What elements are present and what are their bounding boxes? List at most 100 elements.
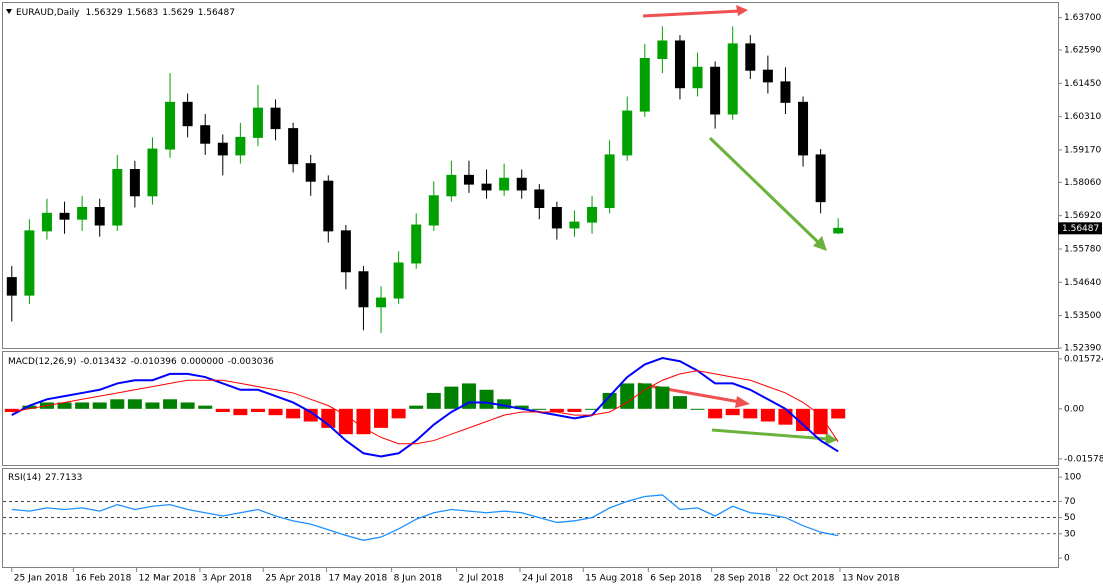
y-tick-label: 0.015724 xyxy=(1064,354,1103,364)
x-tick-label: 8 Jun 2018 xyxy=(394,574,443,584)
histogram-bar xyxy=(620,383,635,409)
header-high: 1.5683 xyxy=(127,8,159,18)
candle-body xyxy=(710,66,721,115)
rsi-header: RSI(14) 27.7133 xyxy=(8,473,82,483)
candle-body xyxy=(727,43,738,115)
macd-main: -0.013432 xyxy=(80,357,126,367)
candle-body xyxy=(587,206,598,223)
y-tick-label: 1.54640 xyxy=(1064,278,1101,288)
candle-body xyxy=(833,227,844,234)
histogram-bar xyxy=(356,408,371,435)
histogram-bar xyxy=(180,402,195,409)
candle-body xyxy=(288,128,299,165)
candle-body xyxy=(147,148,158,197)
arrow-head xyxy=(825,433,838,445)
menu-icon[interactable] xyxy=(6,9,12,14)
histogram-bar xyxy=(585,408,600,410)
histogram-bar xyxy=(690,408,705,410)
x-tick-label: 15 Aug 2018 xyxy=(585,574,643,584)
candle-body xyxy=(235,136,246,156)
candle-body xyxy=(762,69,773,83)
candle-body xyxy=(516,177,527,191)
histogram-bar xyxy=(374,408,389,428)
y-tick-label: 50 xyxy=(1064,513,1076,523)
header-low: 1.5629 xyxy=(162,8,194,18)
candle-body xyxy=(165,101,176,150)
macd-title: MACD(12,26,9) xyxy=(8,357,76,367)
macd-signal: -0.010396 xyxy=(131,357,177,367)
histogram-bar xyxy=(549,408,564,412)
candle-body xyxy=(182,101,193,127)
header-close: 1.56487 xyxy=(198,8,235,18)
histogram-bar xyxy=(250,408,265,412)
y-tick-label: 1.55780 xyxy=(1064,244,1101,254)
histogram-bar xyxy=(514,405,529,409)
x-tick-label: 17 May 2018 xyxy=(329,574,388,584)
histogram-bar xyxy=(796,408,811,432)
candle-body xyxy=(780,81,791,103)
histogram-bar xyxy=(75,402,90,409)
annotations xyxy=(637,5,838,445)
candle-body xyxy=(411,224,422,264)
x-tick-label: 2 Jul 2018 xyxy=(459,574,504,584)
y-tick-label: 1.59170 xyxy=(1064,145,1101,155)
y-tick-label: 1.63700 xyxy=(1064,13,1101,23)
candle-body xyxy=(534,189,545,208)
x-tick-label: 3 Apr 2018 xyxy=(202,574,252,584)
x-tick-label: 12 Mar 2018 xyxy=(139,574,196,584)
y-tick-label: 1.52390 xyxy=(1064,344,1101,354)
macd-line xyxy=(11,356,839,458)
histogram-bar xyxy=(303,408,318,422)
y-tick-label: 1.62590 xyxy=(1064,46,1101,56)
histogram-bar xyxy=(426,392,441,409)
annotation-arrow xyxy=(711,428,829,441)
candle-body xyxy=(41,212,52,232)
histogram-bar xyxy=(215,408,230,412)
x-tick-label: 25 Jan 2018 xyxy=(14,574,68,584)
candle-body xyxy=(551,206,562,229)
histogram-bar xyxy=(708,408,723,419)
histogram-bar xyxy=(760,408,775,422)
price-marker xyxy=(1058,222,1102,235)
y-tick-label: 1.58060 xyxy=(1064,178,1101,188)
candle-body xyxy=(200,125,211,144)
candle-body xyxy=(393,262,404,299)
y-tick-label: 1.56920 xyxy=(1064,211,1101,221)
y-tick-label: 1.53500 xyxy=(1064,311,1101,321)
candle-body xyxy=(745,43,756,71)
candle-body xyxy=(481,183,492,191)
candle-body xyxy=(358,271,369,308)
histogram-bar xyxy=(813,408,828,435)
rsi-title: RSI(14) xyxy=(8,473,41,483)
price-panel xyxy=(2,2,1059,349)
histogram-bar xyxy=(655,386,670,409)
histogram-bar xyxy=(4,408,19,412)
candle-body xyxy=(604,154,615,208)
histogram-bar xyxy=(268,408,283,416)
arrow-head xyxy=(736,5,748,16)
rsi-line xyxy=(11,494,839,541)
macd-header: MACD(12,26,9) -0.013432 -0.010396 0.000000-… xyxy=(8,357,274,367)
histogram-bar xyxy=(127,399,142,409)
histogram-bar xyxy=(532,408,547,410)
histogram-bar xyxy=(92,402,107,409)
x-tick-label: 24 Jul 2018 xyxy=(522,574,573,584)
candle-body xyxy=(94,206,105,226)
histogram-bar xyxy=(198,405,213,409)
x-tick-label: 28 Sep 2018 xyxy=(714,574,771,584)
candle-body xyxy=(77,206,88,220)
candle-body xyxy=(674,40,685,89)
y-tick-label: 100 xyxy=(1064,473,1081,483)
y-tick-label: 1.61450 xyxy=(1064,79,1101,89)
y-tick-label: 0.00 xyxy=(1064,404,1084,414)
annotation-arrow xyxy=(708,136,822,246)
price-marker-label: 1.56487 xyxy=(1062,224,1099,234)
macd-line xyxy=(11,370,839,445)
histogram-bar xyxy=(637,383,652,409)
candle-body xyxy=(252,107,263,138)
histogram-bar xyxy=(409,405,424,409)
histogram-bar xyxy=(22,405,37,409)
histogram-bar xyxy=(110,399,125,409)
candle-body xyxy=(6,277,17,296)
